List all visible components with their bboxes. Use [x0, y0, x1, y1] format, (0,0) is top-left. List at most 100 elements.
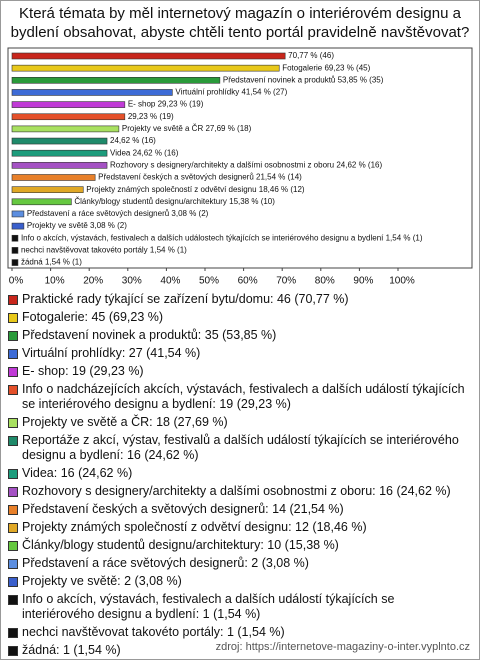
label-bg — [120, 124, 253, 134]
legend-item: Info o akcích, výstavách, festivalech a … — [8, 592, 470, 622]
legend-label: Fotogalerie: 45 (69,23 %) — [22, 310, 164, 324]
legend-swatch — [8, 523, 18, 533]
legend-item: Rozhovory s designery/architekty a další… — [8, 484, 470, 499]
legend-swatch — [8, 436, 18, 446]
x-tick-label: 20% — [83, 276, 103, 287]
legend-label: žádná: 1 (1,54 %) — [22, 643, 121, 657]
legend-swatch — [8, 331, 18, 341]
label-bg — [73, 197, 276, 207]
value-label: Rozhovory s designery/architekty a další… — [110, 160, 382, 169]
value-label: 24,62 % (16) — [110, 136, 156, 145]
legend-label: E- shop: 19 (29,23 %) — [22, 364, 144, 378]
bar — [11, 222, 25, 230]
bar — [11, 64, 280, 72]
legend-item: Projekty ve světě: 2 (3,08 %) — [8, 574, 470, 589]
legend-swatch — [8, 367, 18, 377]
legend-swatch — [8, 646, 18, 656]
chart-title: Která témata by měl internetový magazín … — [10, 5, 470, 41]
legend-label: Představení a ráce světových designerů: … — [22, 556, 309, 570]
value-label: Projekty ve světě a ČR 27,69 % (18) — [122, 124, 252, 133]
legend-label: Virtuální prohlídky: 27 (41,54 %) — [22, 346, 201, 360]
legend-swatch — [8, 295, 18, 305]
bar — [11, 125, 120, 133]
label-bg — [19, 245, 188, 255]
bar — [11, 77, 221, 84]
legend: Praktické rady týkající se zařízení bytu… — [8, 292, 470, 661]
value-label: Videa 24,62 % (16) — [110, 148, 179, 157]
legend-item: žádná: 1 (1,54 %) — [8, 643, 470, 658]
bar — [11, 149, 108, 157]
legend-label: Představení českých a světových designer… — [22, 502, 344, 516]
source: zdroj: https://internetove-magaziny-o-in… — [215, 641, 470, 653]
value-label: Články/blogy studentů designu/architektu… — [74, 197, 275, 206]
x-tick-label: 40% — [160, 276, 180, 287]
legend-item: Projekty známých společností z odvětví d… — [8, 520, 470, 535]
label-bg — [19, 258, 83, 268]
label-bg — [126, 100, 205, 110]
legend-swatch — [8, 595, 18, 605]
value-label: Představení a ráce světových designerů 3… — [27, 209, 209, 218]
legend-label: Projekty ve světě a ČR: 18 (27,69 %) — [22, 415, 228, 429]
value-label: Virtuální prohlídky 41,54 % (27) — [175, 88, 287, 97]
chart: 0% 10% 20% 30% 40% 50% 60% 70% 80% 90% 100% 70,77 %… — [7, 47, 473, 287]
label-bg — [109, 148, 180, 158]
bar — [11, 113, 126, 121]
legend-label: Projekty ve světě: 2 (3,08 %) — [22, 574, 182, 588]
value-label: Projekty známých společností z odvětví d… — [86, 185, 305, 194]
legend-item: Fotogalerie: 45 (69,23 %) — [8, 310, 470, 325]
bar — [11, 52, 286, 60]
bar — [11, 210, 25, 218]
legend-item: Praktické rady týkající se zařízení bytu… — [8, 292, 470, 307]
bar — [11, 247, 19, 254]
label-bg — [25, 221, 128, 231]
value-label: Představení českých a světových designer… — [98, 173, 302, 182]
x-tick-label: 60% — [238, 276, 258, 287]
legend-label: Info o nadcházejících akcích, výstavách,… — [22, 382, 465, 411]
x-tick-label: 10% — [45, 276, 65, 287]
label-bg — [287, 51, 335, 61]
x-tick-label: 100% — [389, 276, 415, 287]
bar — [11, 234, 19, 242]
legend-swatch — [8, 559, 18, 569]
bar — [11, 162, 108, 169]
legend-item: Virtuální prohlídky: 27 (41,54 %) — [8, 346, 470, 361]
value-label: 70,77 % (46) — [288, 51, 334, 60]
legend-label: Info o akcích, výstavách, festivalech a … — [22, 592, 395, 621]
label-bg — [109, 136, 157, 146]
legend-item: Info o nadcházejících akcích, výstavách,… — [8, 382, 470, 412]
legend-label: Videa: 16 (24,62 %) — [22, 466, 133, 480]
legend-label: Praktické rady týkající se zařízení bytu… — [22, 292, 349, 306]
bar — [11, 89, 173, 96]
bar — [11, 101, 126, 108]
label-bg — [281, 63, 372, 73]
legend-swatch — [8, 349, 18, 359]
bar — [11, 174, 96, 181]
bar — [11, 137, 108, 145]
label-bg — [109, 160, 384, 170]
label-bg — [126, 112, 175, 122]
legend-swatch — [8, 313, 18, 323]
legend-swatch — [8, 418, 18, 428]
legend-label: Představení novinek a produktů: 35 (53,8… — [22, 328, 277, 342]
bar — [11, 186, 84, 193]
value-label: Projekty ve světě 3,08 % (2) — [27, 221, 127, 230]
x-tick-label: 50% — [199, 276, 219, 287]
legend-swatch — [8, 487, 18, 497]
value-label: žádná 1,54 % (1) — [21, 258, 82, 267]
legend-item: Představení a ráce světových designerů: … — [8, 556, 470, 571]
legend-label: Rozhovory s designery/architekty a další… — [22, 484, 451, 498]
x-tick-label: 30% — [122, 276, 142, 287]
legend-item: Videa: 16 (24,62 %) — [8, 466, 470, 481]
x-tick-label: 70% — [276, 276, 296, 287]
value-label: Fotogalerie 69,23 % (45) — [282, 63, 370, 72]
bar — [11, 259, 19, 266]
legend-item: Představení českých a světových designer… — [8, 502, 470, 517]
legend-item: Představení novinek a produktů: 35 (53,8… — [8, 328, 470, 343]
label-bg — [97, 173, 303, 182]
legend-label: Projekty známých společností z odvětví d… — [22, 520, 367, 534]
legend-swatch — [8, 577, 18, 587]
legend-swatch — [8, 469, 18, 479]
x-tick-label: 90% — [353, 276, 373, 287]
legend-swatch — [8, 541, 18, 551]
value-label: 29,23 % (19) — [128, 112, 174, 121]
